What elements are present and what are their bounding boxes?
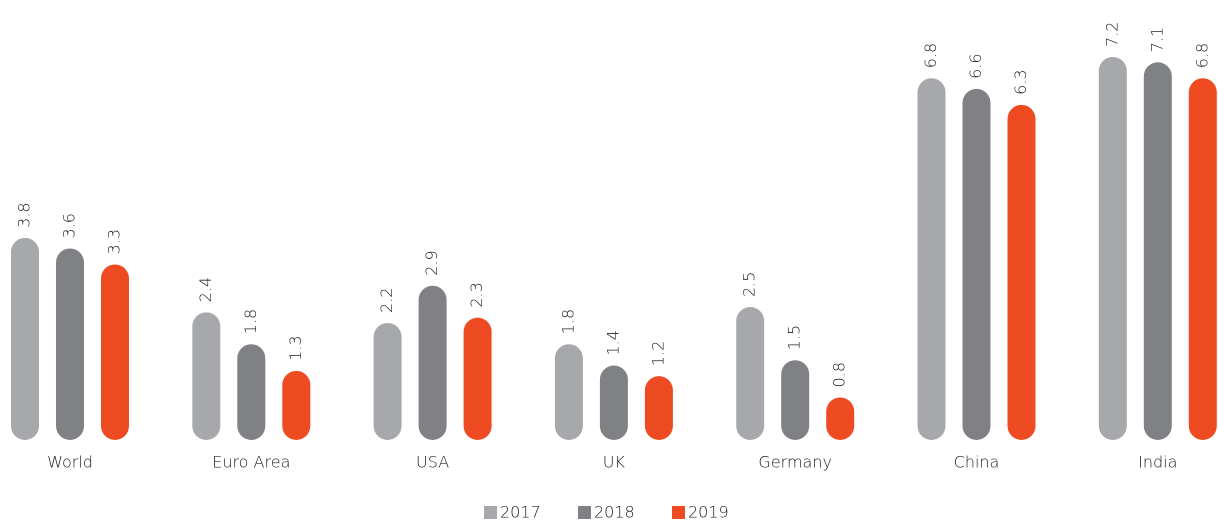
bar [56,248,84,440]
bar [11,237,39,440]
value-label: 6.6 [966,53,985,78]
bar [554,344,583,440]
bar [826,397,855,440]
bar [1098,56,1127,441]
x-tick-label: UK [603,453,626,472]
value-label: 1.8 [558,309,577,334]
legend-label: 2017 [500,503,541,522]
value-label: 2.3 [467,282,486,307]
value-label: 2.4 [196,277,215,302]
legend-label: 2018 [594,503,635,522]
bar [237,344,266,440]
value-label: 2.5 [740,272,759,297]
x-tick-label: China [954,453,1000,472]
bar [282,370,311,440]
legend-label: 2019 [688,503,729,522]
bar [418,285,447,440]
bar [599,365,628,440]
legend-swatch [484,506,497,519]
value-label: 1.8 [241,309,260,334]
value-label: 2.2 [377,288,396,313]
bar [1007,104,1036,440]
value-label: 1.5 [785,325,804,350]
bar [644,376,673,440]
value-label: 6.3 [1011,69,1030,94]
value-label: 1.4 [603,330,622,355]
value-label: 1.2 [648,341,667,366]
bar [1143,62,1172,440]
value-label: 7.1 [1147,27,1166,52]
value-label: 2.9 [422,250,441,275]
bar [463,317,492,440]
bar [736,307,765,440]
bar [373,322,402,440]
value-label: 1.3 [286,335,305,360]
bar [192,312,221,440]
value-label: 0.8 [830,362,849,387]
value-label: 6.8 [1192,43,1211,68]
bar [1188,78,1217,441]
bar [962,88,991,440]
x-tick-label: World [47,453,93,472]
value-label: 7.2 [1102,22,1121,47]
value-label: 3.8 [15,202,34,227]
value-label: 3.6 [60,213,79,238]
x-tick-label: USA [416,453,449,472]
legend-swatch [672,506,685,519]
value-label: 3.3 [105,229,124,254]
bar [101,264,129,440]
x-tick-label: Germany [758,453,832,472]
value-label: 6.8 [921,43,940,68]
legend-swatch [578,506,591,519]
x-tick-label: Euro Area [212,453,290,472]
bar [917,78,946,441]
bar [781,360,810,440]
x-tick-label: India [1138,453,1177,472]
